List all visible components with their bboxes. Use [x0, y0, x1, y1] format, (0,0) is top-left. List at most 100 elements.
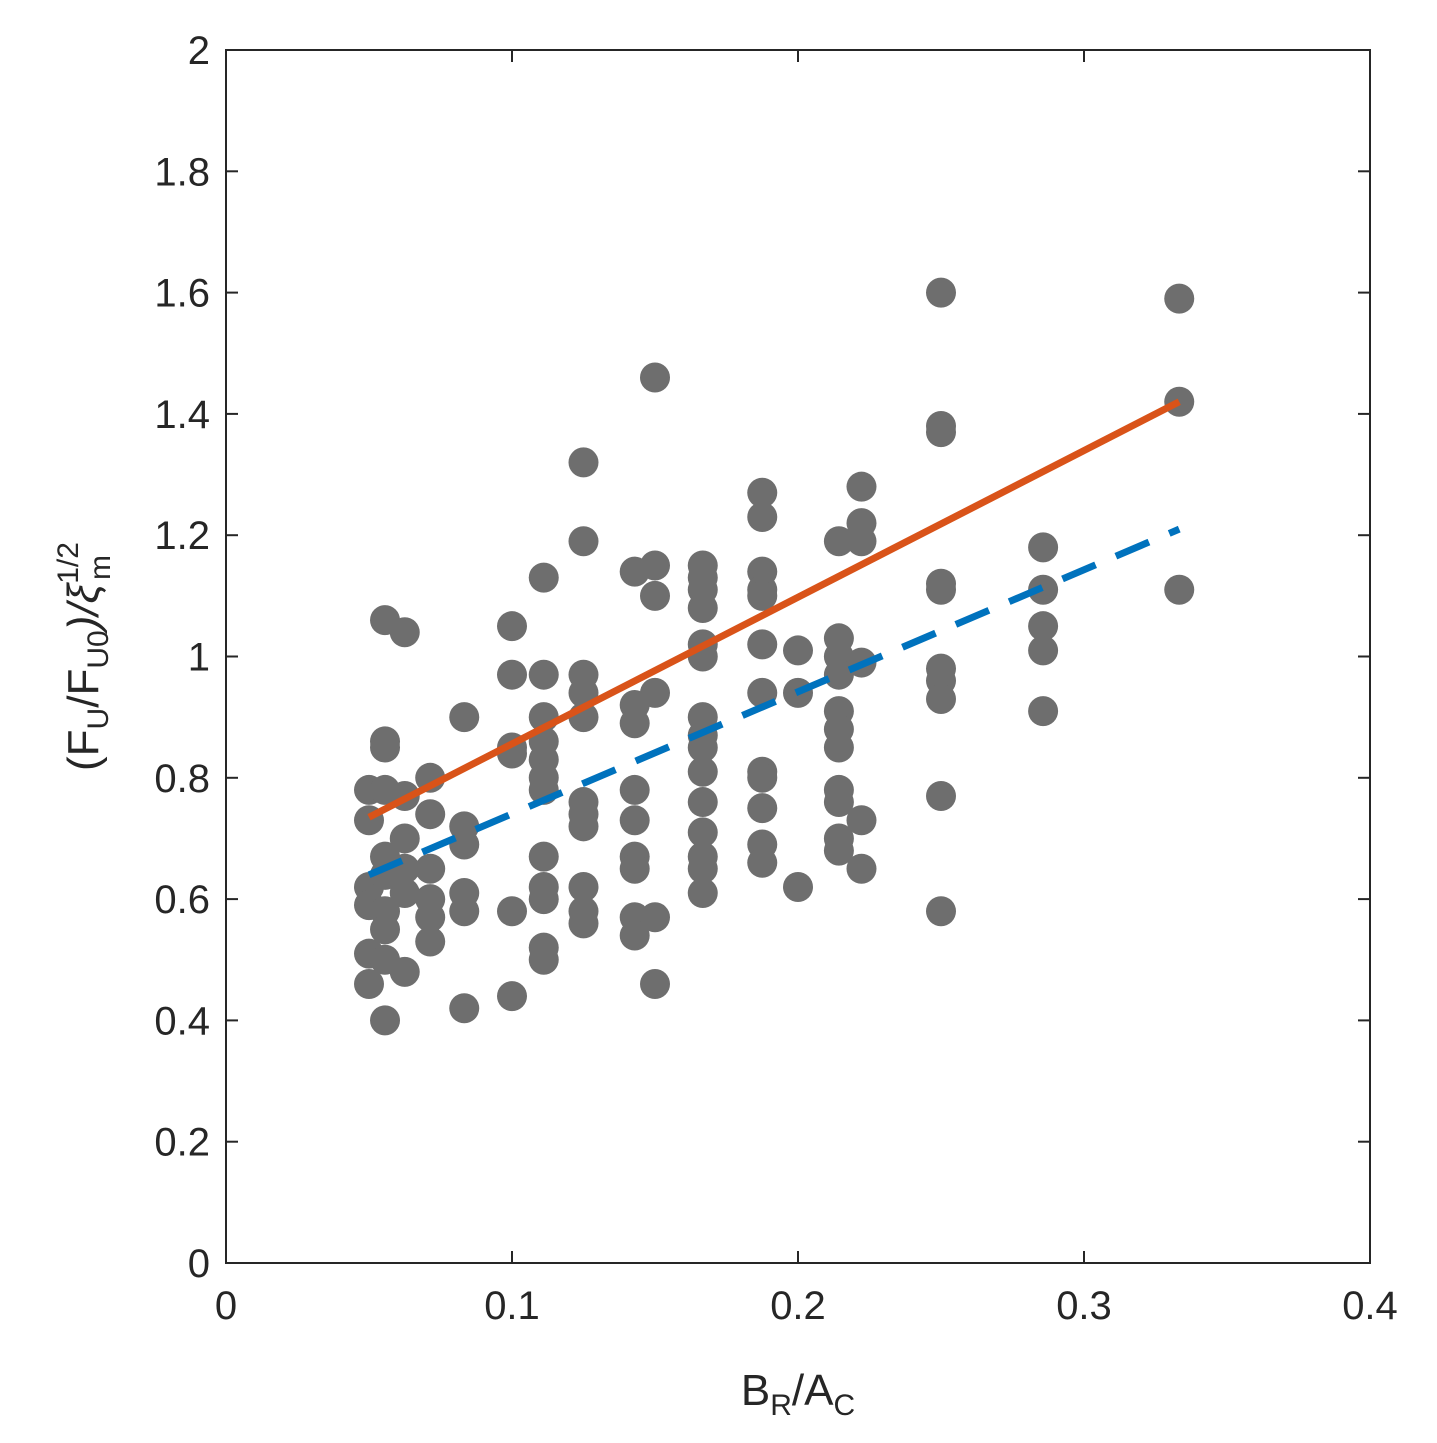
data-point — [528, 562, 559, 593]
data-point — [1028, 635, 1059, 666]
x-axis-label: BR/AC — [741, 1366, 855, 1422]
data-point — [497, 611, 527, 642]
y-tick-label: 1.8 — [154, 150, 210, 194]
data-point — [415, 902, 446, 933]
data-point — [687, 853, 718, 884]
data-point — [568, 811, 599, 842]
data-point — [747, 847, 778, 878]
data-point — [389, 956, 420, 987]
data-point — [640, 677, 670, 708]
data-point — [926, 574, 956, 605]
data-point — [687, 787, 718, 818]
data-point — [619, 708, 650, 739]
solid-fit-line — [367, 398, 1181, 821]
data-point — [823, 659, 854, 690]
data-point — [640, 362, 670, 393]
data-point — [926, 277, 956, 308]
data-point — [370, 914, 401, 945]
data-point — [449, 993, 480, 1024]
x-tick-label: 0.2 — [770, 1284, 826, 1328]
y-tick-label: 1 — [188, 636, 210, 680]
data-point — [747, 502, 778, 533]
data-point — [568, 447, 599, 478]
data-point — [823, 835, 854, 866]
data-point — [687, 817, 718, 848]
x-tick-label: 0.4 — [1342, 1284, 1398, 1328]
data-point — [687, 592, 718, 623]
data-point — [783, 635, 813, 666]
data-point — [568, 526, 599, 557]
data-point — [389, 823, 420, 854]
data-point — [568, 871, 599, 902]
data-point — [497, 659, 527, 690]
data-point — [449, 829, 480, 860]
y-tick-label: 0.8 — [154, 757, 210, 801]
y-tick-label: 0 — [188, 1242, 210, 1286]
data-point — [687, 878, 718, 909]
data-point — [528, 659, 559, 690]
data-point — [619, 774, 650, 805]
data-point — [823, 732, 854, 763]
data-point — [687, 756, 718, 787]
data-point — [497, 896, 527, 927]
data-point — [528, 841, 559, 872]
data-point — [389, 878, 420, 909]
data-point — [846, 471, 877, 502]
data-point — [1164, 574, 1195, 605]
x-tick-label: 0.3 — [1056, 1284, 1112, 1328]
data-point — [1028, 532, 1059, 563]
data-point — [354, 969, 384, 1000]
y-tick-label: 0.4 — [154, 999, 210, 1043]
data-point — [823, 787, 854, 818]
data-point — [619, 805, 650, 836]
data-point — [823, 526, 854, 557]
dashed-fit-line — [367, 525, 1181, 879]
data-point — [926, 683, 956, 714]
data-point — [747, 762, 778, 793]
y-tick-label: 2 — [188, 29, 210, 73]
data-point — [747, 580, 778, 611]
data-points — [354, 277, 1195, 1036]
data-point — [568, 908, 599, 939]
data-point — [497, 981, 527, 1012]
data-point — [640, 550, 670, 581]
data-point — [926, 780, 956, 811]
data-point — [1028, 611, 1059, 642]
data-point — [389, 617, 420, 648]
x-tick-label: 0.1 — [484, 1284, 540, 1328]
data-point — [1028, 696, 1059, 727]
data-point — [747, 629, 778, 660]
data-point — [846, 526, 877, 557]
data-point — [846, 853, 877, 884]
data-point — [640, 902, 670, 933]
data-point — [687, 732, 718, 763]
data-point — [747, 477, 778, 508]
data-point — [415, 799, 446, 830]
y-tick-label: 1.2 — [154, 514, 210, 558]
data-point — [528, 944, 559, 975]
data-point — [415, 926, 446, 957]
data-point — [619, 920, 650, 951]
data-point — [747, 793, 778, 824]
x-tick-label: 0 — [215, 1284, 237, 1328]
y-tick-label: 0.2 — [154, 1121, 210, 1165]
data-point — [926, 417, 956, 448]
data-point — [926, 896, 956, 927]
y-tick-label: 1.6 — [154, 272, 210, 316]
y-tick-label: 1.4 — [154, 393, 210, 437]
data-point — [415, 853, 446, 884]
data-point — [619, 853, 650, 884]
data-point — [1164, 283, 1195, 314]
data-point — [846, 805, 877, 836]
axis-ticks: 0 0.1 0.2 0.3 0.4 0 0.2 0.4 0.6 0.8 1 1.2 1.4 1.6 1.8 2 — [154, 29, 1397, 1328]
fit-lines — [367, 398, 1181, 879]
data-point — [640, 969, 670, 1000]
data-point — [640, 580, 670, 611]
data-point — [528, 884, 559, 915]
data-point — [449, 702, 480, 733]
data-point — [783, 871, 813, 902]
data-point — [370, 1005, 401, 1036]
data-point — [449, 896, 480, 927]
data-point — [370, 732, 401, 763]
y-axis-label: (FU/FU0)/ξ1/2m — [52, 542, 117, 771]
